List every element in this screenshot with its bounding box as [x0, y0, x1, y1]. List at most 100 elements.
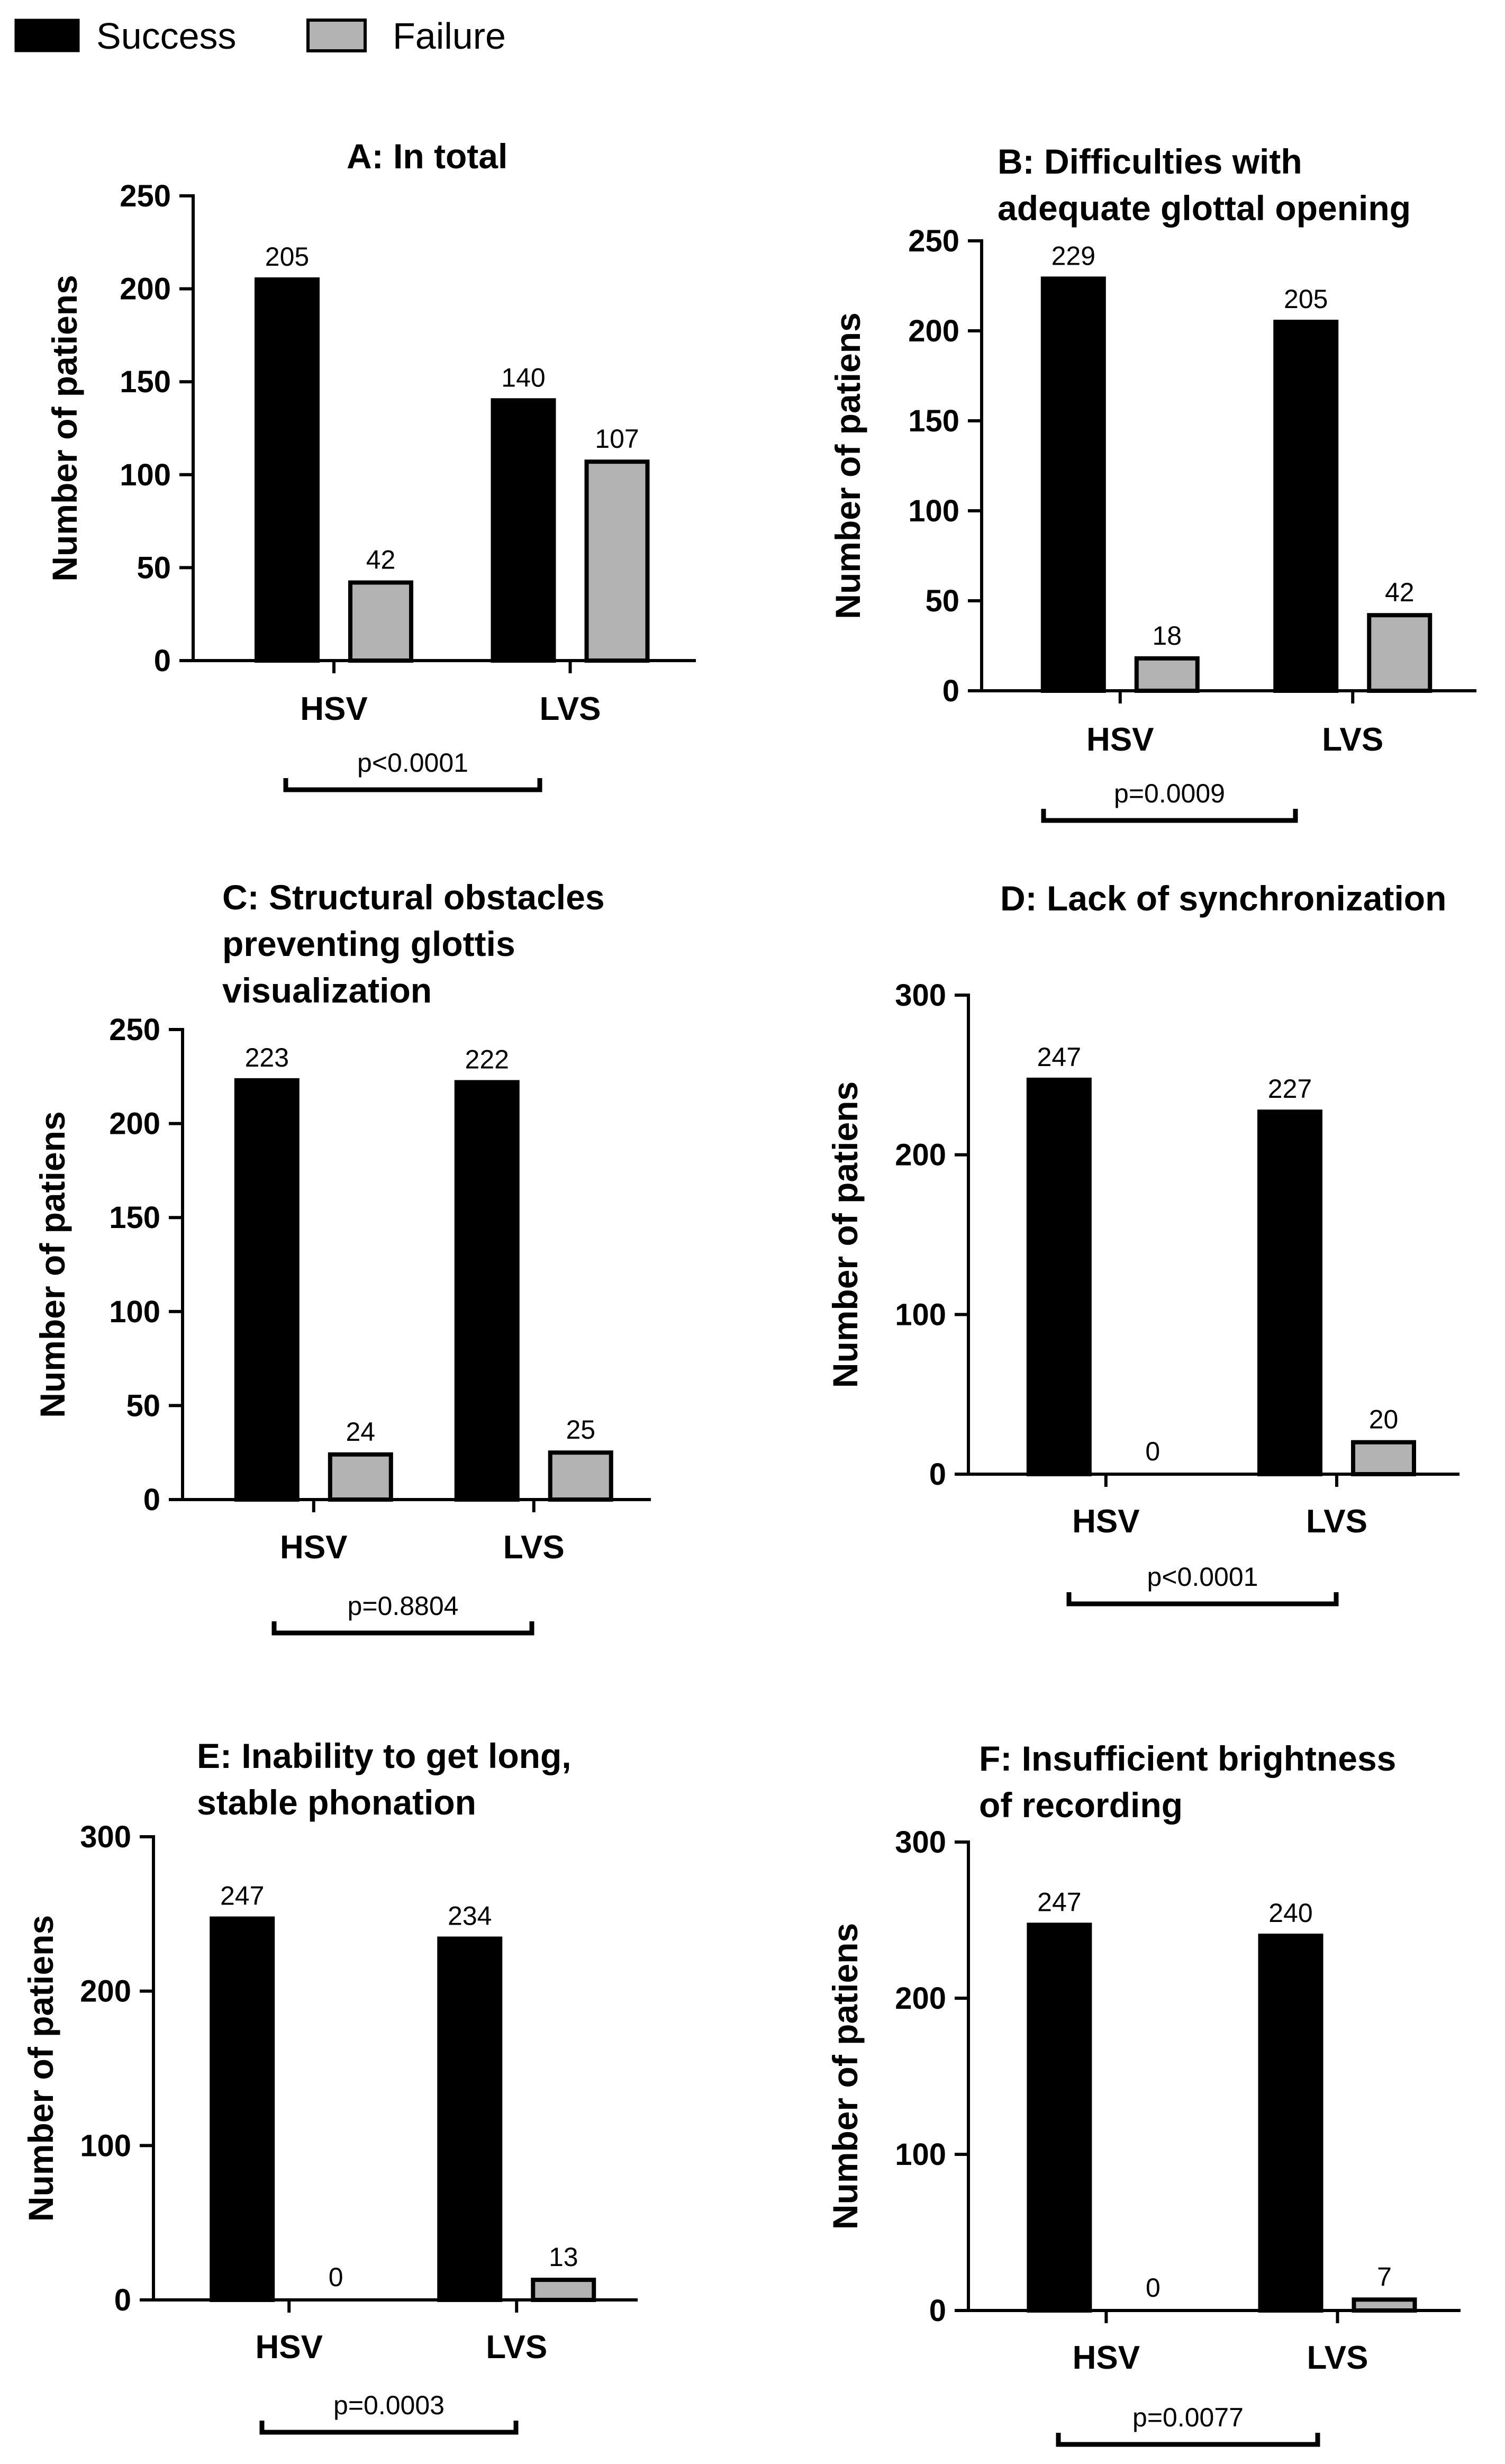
chart-a-title-line-1: A: In total	[347, 137, 507, 176]
chart-e-ylabel: Number of patiens	[21, 1915, 60, 2222]
chart-c-ytick-label-0: 0	[143, 1483, 160, 1517]
chart-e-value-label-hsv-failure: 0	[329, 2262, 343, 2292]
chart-d-p-bracket	[1066, 1592, 1339, 1606]
chart-d-bar-hsv-success	[1026, 1077, 1092, 1476]
chart-b-ytick-label-150: 150	[908, 404, 959, 438]
chart-e-bar-lvs-failure	[531, 2278, 596, 2303]
chart-a-ytick-label-150: 150	[120, 365, 171, 399]
chart-c-title-line-3: visualization	[222, 971, 432, 1010]
chart-c-p-value: p=0.8804	[348, 1591, 459, 1621]
chart-panel-d: D: Lack of synchronization Number of pati…	[826, 879, 1459, 1606]
chart-a-p-value: p<0.0001	[357, 748, 468, 778]
chart-d-title-line-1: D: Lack of synchronization	[1000, 879, 1446, 918]
chart-b-title-line-2: adequate glottal opening	[998, 188, 1411, 228]
chart-panel-f: F: Insufficient brightness of recording Nu…	[826, 1739, 1461, 2447]
chart-c-bar-lvs-failure	[548, 1450, 613, 1502]
chart-a-value-label-lvs-success: 140	[501, 363, 545, 392]
chart-a-ytick-label-250: 250	[120, 179, 171, 213]
chart-f-bar-lvs-failure	[1352, 2297, 1417, 2313]
chart-b-value-label-hsv-failure: 18	[1152, 621, 1182, 651]
chart-d-value-label-lvs-success: 227	[1268, 1074, 1312, 1104]
chart-c-bar-lvs-success	[454, 1080, 520, 1502]
chart-b-p-bracket	[1041, 809, 1298, 823]
chart-a-ytick-label-0: 0	[154, 644, 171, 678]
chart-e-category-lvs: LVS	[486, 2329, 547, 2366]
chart-b-ytick-label-250: 250	[908, 224, 959, 258]
chart-c-bar-hsv-failure	[328, 1452, 393, 1502]
chart-b-value-label-lvs-failure: 42	[1385, 577, 1415, 607]
chart-a-bar-lvs-failure	[584, 459, 650, 663]
chart-e-p-bracket	[259, 2421, 519, 2435]
chart-a-category-hsv: HSV	[300, 691, 367, 727]
chart-c-bar-hsv-success	[234, 1078, 300, 1502]
chart-b-value-label-lvs-success: 205	[1284, 284, 1328, 314]
chart-d-ytick-label-0: 0	[929, 1457, 946, 1492]
chart-a-value-label-lvs-failure: 107	[595, 424, 639, 454]
chart-f-value-label-hsv-failure: 0	[1146, 2273, 1161, 2303]
chart-f-bar-hsv-success	[1027, 1923, 1092, 2313]
chart-a-bar-hsv-failure	[348, 580, 413, 663]
legend-failure-label: Failure	[393, 15, 506, 57]
chart-f-value-label-lvs-failure: 7	[1377, 2262, 1392, 2291]
chart-e-value-label-lvs-failure: 13	[549, 2242, 578, 2272]
legend-success-swatch	[14, 19, 80, 52]
legend-failure-swatch	[306, 19, 367, 52]
chart-d-value-label-lvs-failure: 20	[1369, 1405, 1399, 1434]
chart-e-ytick-label-200: 200	[80, 1974, 131, 2009]
chart-e-ytick-label-300: 300	[80, 1820, 131, 1854]
legend: Success Failure	[14, 15, 506, 57]
chart-b-p-value: p=0.0009	[1114, 779, 1225, 808]
chart-f-ytick-label-200: 200	[895, 1981, 946, 2016]
chart-panel-b: B: Difficulties with adequate glottal ope…	[828, 142, 1476, 823]
chart-b-bar-hsv-success	[1040, 276, 1106, 693]
chart-e-value-label-lvs-success: 234	[448, 1901, 492, 1931]
chart-d-ytick-label-100: 100	[895, 1297, 946, 1332]
chart-b-ytick-label-50: 50	[925, 584, 959, 618]
chart-c-category-hsv: HSV	[280, 1529, 347, 1566]
chart-e-ytick-label-100: 100	[80, 2128, 131, 2163]
chart-c-ytick-label-50: 50	[126, 1388, 160, 1423]
chart-c-title-line-1: C: Structural obstacles	[222, 878, 605, 917]
chart-b-bar-lvs-success	[1273, 320, 1339, 693]
chart-c-value-label-hsv-success: 223	[245, 1043, 289, 1072]
chart-b-category-hsv: HSV	[1086, 721, 1154, 758]
chart-c-category-lvs: LVS	[503, 1529, 565, 1566]
chart-e-title-line-2: stable phonation	[197, 1783, 476, 1822]
chart-c-ytick-label-200: 200	[109, 1107, 160, 1141]
chart-e-category-hsv: HSV	[255, 2329, 322, 2366]
chart-f-category-hsv: HSV	[1073, 2340, 1140, 2376]
chart-a-bar-lvs-success	[491, 398, 556, 663]
chart-d-ylabel: Number of patiens	[826, 1081, 865, 1388]
chart-b-ytick-label-0: 0	[942, 674, 959, 708]
chart-c-ytick-label-250: 250	[109, 1013, 160, 1047]
chart-a-value-label-hsv-success: 205	[265, 242, 309, 272]
chart-d-bar-lvs-failure	[1351, 1440, 1416, 1477]
chart-c-value-label-hsv-failure: 24	[346, 1417, 375, 1447]
chart-e-title-line-1: E: Inability to get long,	[197, 1736, 572, 1775]
chart-a-ytick-label-200: 200	[120, 272, 171, 306]
chart-c-title-line-2: preventing glottis	[222, 924, 515, 963]
chart-f-bar-lvs-success	[1258, 1934, 1323, 2313]
chart-d-category-lvs: LVS	[1306, 1503, 1367, 1540]
chart-e-bar-lvs-success	[437, 1936, 503, 2302]
chart-f-value-label-lvs-success: 240	[1268, 1898, 1312, 1928]
chart-c-value-label-lvs-failure: 25	[566, 1415, 595, 1445]
chart-a-category-lvs: LVS	[540, 691, 601, 727]
chart-b-bar-hsv-failure	[1134, 656, 1200, 693]
chart-c-ytick-label-100: 100	[109, 1295, 160, 1329]
chart-f-title-line-2: of recording	[979, 1785, 1183, 1825]
chart-f-category-lvs: LVS	[1307, 2340, 1368, 2376]
chart-d-value-label-hsv-success: 247	[1037, 1042, 1081, 1072]
chart-d-ytick-label-300: 300	[895, 978, 946, 1013]
chart-e-ytick-label-0: 0	[114, 2283, 131, 2317]
chart-d-ytick-label-200: 200	[895, 1138, 946, 1172]
chart-d-category-hsv: HSV	[1072, 1503, 1139, 1540]
chart-c-p-bracket	[271, 1621, 534, 1636]
chart-b-category-lvs: LVS	[1322, 721, 1383, 758]
chart-a-value-label-hsv-failure: 42	[366, 545, 396, 574]
chart-f-ytick-label-0: 0	[929, 2294, 946, 2328]
chart-f-value-label-hsv-success: 247	[1037, 1887, 1081, 1917]
chart-a-ylabel: Number of patiens	[45, 275, 84, 581]
